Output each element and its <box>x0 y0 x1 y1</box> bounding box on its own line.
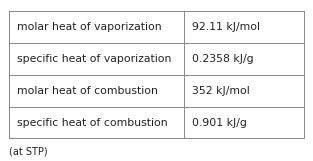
Text: 0.901 kJ/g: 0.901 kJ/g <box>192 118 247 128</box>
Text: specific heat of vaporization: specific heat of vaporization <box>17 54 172 64</box>
Text: 352 kJ/mol: 352 kJ/mol <box>192 86 250 96</box>
Text: specific heat of combustion: specific heat of combustion <box>17 118 168 128</box>
Text: (at STP): (at STP) <box>9 146 48 156</box>
Text: molar heat of combustion: molar heat of combustion <box>17 86 158 96</box>
Text: 92.11 kJ/mol: 92.11 kJ/mol <box>192 22 260 32</box>
Text: 0.2358 kJ/g: 0.2358 kJ/g <box>192 54 254 64</box>
Text: molar heat of vaporization: molar heat of vaporization <box>17 22 162 32</box>
